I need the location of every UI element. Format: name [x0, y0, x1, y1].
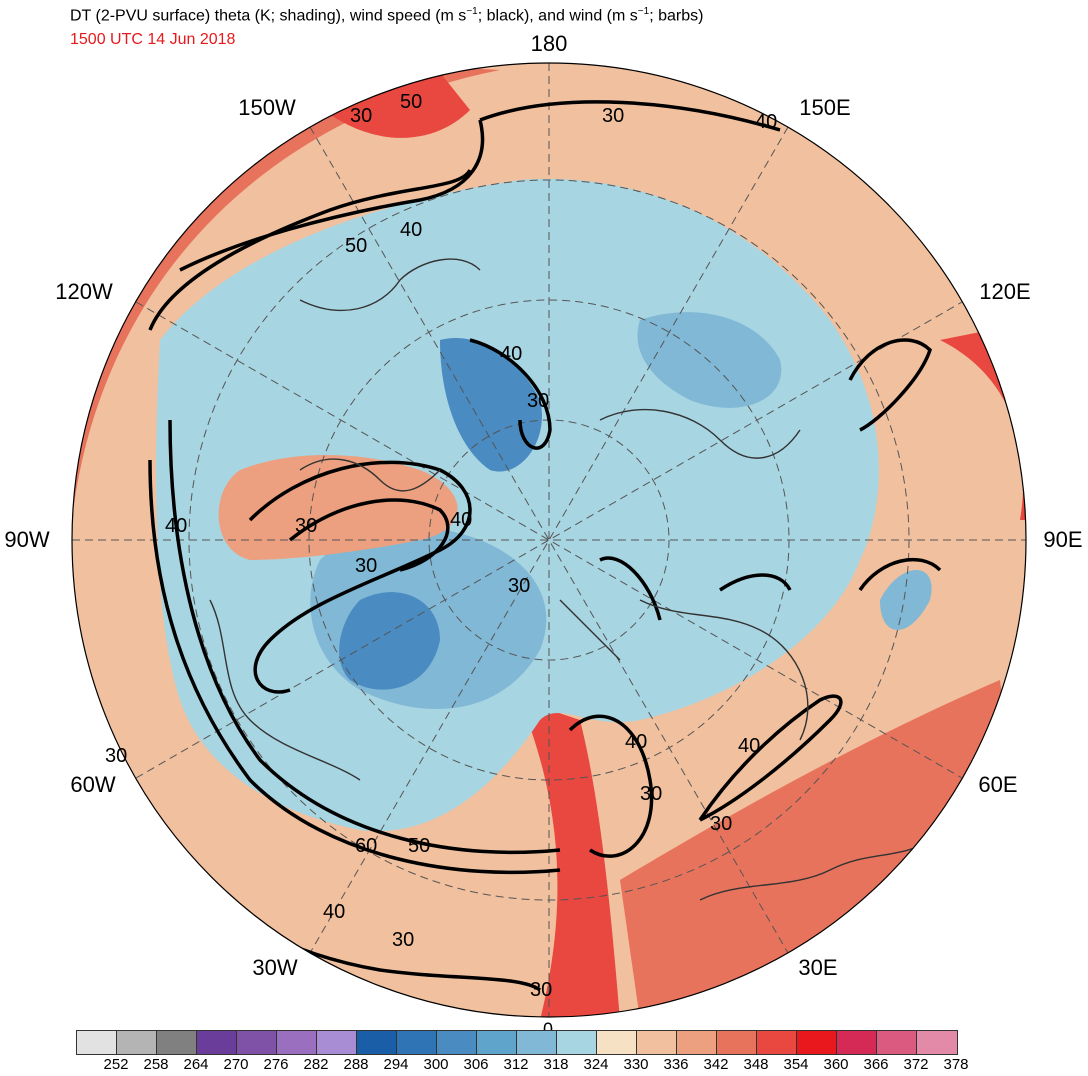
contour-label: 50	[345, 235, 367, 257]
colorbar-box	[877, 1031, 917, 1054]
colorbar-tick: 366	[863, 1056, 889, 1073]
colorbar-tick: 252	[103, 1056, 129, 1073]
lon-label-30e: 30E	[798, 955, 838, 980]
colorbar-box	[637, 1031, 677, 1054]
contour-label: 40	[323, 901, 345, 923]
colorbar-box	[917, 1031, 957, 1054]
wind-speed-contours	[98, 100, 942, 992]
lon-label-0: 0	[542, 1019, 554, 1040]
colorbar-box	[517, 1031, 557, 1054]
contour-label: 40	[738, 735, 760, 757]
coastlines	[209, 258, 931, 901]
colorbar-box	[597, 1031, 637, 1054]
colorbar-tick: 336	[663, 1056, 689, 1073]
colorbar-box	[477, 1031, 517, 1054]
lon-label-60e: 60E	[978, 772, 1018, 797]
colorbar-tick: 372	[903, 1056, 929, 1073]
colorbar-box	[837, 1031, 877, 1054]
colorbar-tick: 378	[943, 1056, 969, 1073]
contour-label: 30	[530, 979, 552, 1001]
colorbar-box	[197, 1031, 237, 1054]
lon-label-150w: 150W	[238, 95, 296, 120]
colorbar-tick: 354	[783, 1056, 809, 1073]
contour-label: 40	[625, 731, 647, 753]
colorbar-tick: 312	[503, 1056, 529, 1073]
colorbar-box	[797, 1031, 837, 1054]
lon-label-180: 180	[530, 31, 568, 56]
colorbar-box	[717, 1031, 757, 1054]
contour-label: 30	[710, 813, 732, 835]
colorbar-tick: 270	[223, 1056, 249, 1073]
contour-label: 40	[450, 509, 472, 531]
colorbar-box	[397, 1031, 437, 1054]
contour-label: 30	[350, 105, 372, 127]
colorbar-tick: 300	[423, 1056, 449, 1073]
colorbar-box	[157, 1031, 197, 1054]
colorbar-box	[237, 1031, 277, 1054]
colorbar-box	[757, 1031, 797, 1054]
colorbar-tick: 282	[303, 1056, 329, 1073]
colorbar-tick: 288	[343, 1056, 369, 1073]
contour-label: 30	[105, 745, 127, 767]
colorbar-box	[357, 1031, 397, 1054]
colorbar-box	[437, 1031, 477, 1054]
colorbar-box	[557, 1031, 597, 1054]
colorbar-tick: 318	[543, 1056, 569, 1073]
contour-label: 30	[355, 555, 377, 577]
colorbar-tick: 306	[463, 1056, 489, 1073]
contour-label: 40	[165, 515, 187, 537]
contour-label: 30	[602, 105, 624, 127]
map-title: DT (2-PVU surface) theta (K; shading), w…	[70, 6, 704, 25]
contour-label: 30	[508, 575, 530, 597]
colorbar	[76, 1030, 958, 1055]
contour-label: 30	[295, 515, 317, 537]
map-boundary	[71, 62, 1027, 1018]
colorbar-tick: 324	[583, 1056, 609, 1073]
colorbar-tick: 258	[143, 1056, 169, 1073]
colorbar-tick: 264	[183, 1056, 209, 1073]
contour-label: 30	[392, 929, 414, 951]
contour-label: 50	[408, 835, 430, 857]
contour-label: 60	[355, 835, 377, 857]
contour-labels: 30 50 40 50 40 30 30 40 30 40 30 30 40 3…	[105, 91, 777, 1001]
colorbar-box	[677, 1031, 717, 1054]
colorbar-tick: 360	[823, 1056, 849, 1073]
colorbar-box	[117, 1031, 157, 1054]
colorbar-box	[77, 1031, 117, 1054]
contour-label: 40	[755, 111, 777, 133]
lon-label-90e: 90E	[1043, 527, 1083, 552]
colorbar-box	[277, 1031, 317, 1054]
contour-label: 30	[640, 783, 662, 805]
colorbar-box	[317, 1031, 357, 1054]
contour-label: 50	[400, 91, 422, 113]
lon-label-30w: 30W	[252, 955, 298, 980]
lon-label-120e: 120E	[979, 279, 1031, 304]
valid-time: 1500 UTC 14 Jun 2018	[70, 31, 236, 48]
colorbar-tick: 342	[703, 1056, 729, 1073]
contour-label: 30	[527, 390, 549, 412]
lon-label-150e: 150E	[799, 95, 851, 120]
contour-label: 40	[500, 343, 522, 365]
colorbar-tick: 330	[623, 1056, 649, 1073]
lon-label-120w: 120W	[55, 279, 113, 304]
theta-shading	[72, 63, 1026, 1017]
colorbar-tick: 294	[383, 1056, 409, 1073]
contour-label: 40	[400, 219, 422, 241]
colorbar-tick: 348	[743, 1056, 769, 1073]
colorbar-tick: 276	[263, 1056, 289, 1073]
lon-label-60w: 60W	[70, 772, 116, 797]
lon-label-90w: 90W	[4, 527, 50, 552]
